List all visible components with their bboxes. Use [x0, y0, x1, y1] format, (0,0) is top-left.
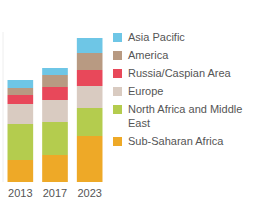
bars: [8, 38, 103, 182]
legend-label: North Africa and MiddleEast: [128, 103, 242, 129]
bar-segment: [42, 75, 68, 87]
bar-segment: [8, 104, 34, 124]
bar-segment: [77, 70, 103, 86]
bar-segment: [77, 108, 103, 136]
bar-segment: [8, 124, 34, 160]
bar-segment: [42, 100, 68, 122]
bar-segment: [77, 136, 103, 182]
legend-label: Russia/Caspian Area: [128, 67, 232, 79]
legend-swatch: [113, 137, 122, 146]
legend-label: America: [128, 49, 169, 61]
legend-swatch: [113, 105, 122, 114]
legend: Asia Pacific America Russia/Caspian Area Eu…: [113, 31, 242, 147]
bar-segment: [77, 86, 103, 108]
legend-label: Europe: [128, 85, 163, 97]
x-tick-label: 2023: [77, 187, 101, 199]
x-tick-label: 2013: [8, 187, 32, 199]
bar-segment: [8, 80, 34, 88]
bar-segment: [42, 68, 68, 75]
bar-segment: [8, 160, 34, 182]
legend-swatch: [113, 33, 122, 42]
bar-segment: [42, 155, 68, 182]
bar-segment: [77, 38, 103, 53]
legend-label: Sub-Saharan Africa: [128, 135, 224, 147]
legend-swatch: [113, 87, 122, 96]
bar-segment: [42, 122, 68, 155]
bar-segment: [8, 88, 34, 95]
chart: 2013 2017 2023 Asia Pacific America Russia/Ca…: [0, 0, 270, 210]
bar-segment: [77, 53, 103, 70]
legend-swatch: [113, 69, 122, 78]
y-axis-line: [3, 32, 4, 182]
x-tick-label: 2017: [43, 187, 67, 199]
bar-segment: [42, 87, 68, 100]
legend-swatch: [113, 51, 122, 60]
legend-label: Asia Pacific: [128, 31, 185, 43]
bar-segment: [8, 95, 34, 104]
